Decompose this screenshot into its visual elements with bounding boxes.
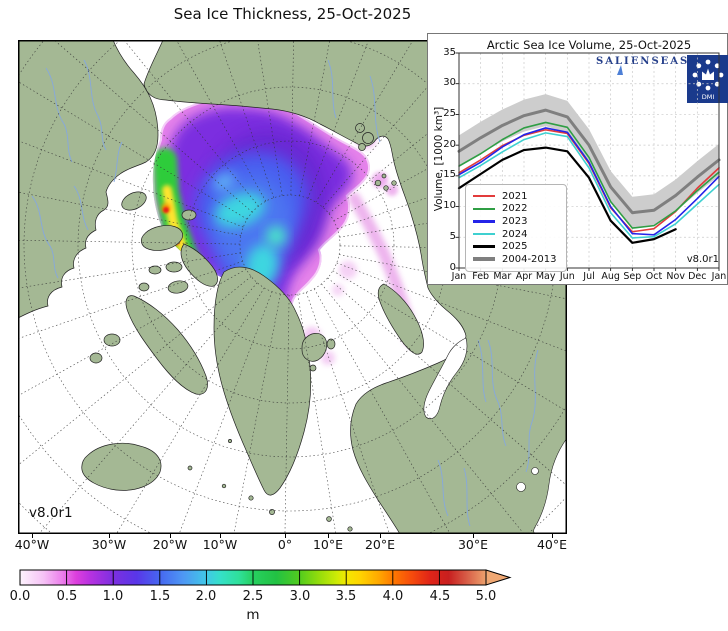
legend-swatch xyxy=(473,220,495,223)
lon-tick-label: 30°W xyxy=(91,537,127,552)
lon-tick-label: 20°E xyxy=(364,537,396,552)
small-islands xyxy=(187,439,353,532)
legend-label: 2021 xyxy=(502,190,528,202)
x-tick-label: Feb xyxy=(472,271,490,282)
crown-icon xyxy=(702,68,714,80)
island-banks xyxy=(121,191,147,211)
x-tick-label: Aug xyxy=(601,271,620,282)
lon-tick xyxy=(109,534,110,538)
y-tick-label: 30 xyxy=(443,77,456,89)
page-title: Sea Ice Thickness, 25-Oct-2025 xyxy=(173,5,412,23)
lon-tick xyxy=(285,534,286,538)
map-version-label: v8.0r1 xyxy=(29,505,73,521)
legend-row: 2023 xyxy=(473,215,557,228)
inset-version-label: v8.0r1 xyxy=(686,254,719,265)
y-tick-label: 0 xyxy=(449,261,456,273)
legend-swatch xyxy=(473,257,495,262)
x-tick-label: Jul xyxy=(583,271,595,282)
lon-tick xyxy=(170,534,171,538)
colorbar-tick-label: 0.0 xyxy=(9,589,31,604)
colorbar-tick-label: 2.5 xyxy=(242,589,264,604)
x-tick-label: Jan xyxy=(711,271,727,282)
legend-row: 2024 xyxy=(473,228,557,241)
colorbar-tick-label: 0.5 xyxy=(56,589,78,604)
x-tick-label: May xyxy=(535,271,556,282)
colorbar-ticks xyxy=(66,570,440,585)
lon-tick-label: 20°W xyxy=(152,537,188,552)
x-tick-label: Apr xyxy=(515,271,533,282)
colorbar-extend-arrow xyxy=(485,569,512,586)
x-tick-label: Dec xyxy=(688,271,707,282)
lon-tick xyxy=(328,534,329,538)
lon-tick xyxy=(220,534,221,538)
island-svalbard xyxy=(301,333,328,362)
land-greenland xyxy=(213,266,312,496)
volume-chart-panel: Arctic Sea Ice Volume, 25-Oct-2025 SALIE… xyxy=(427,33,728,285)
legend-row: 2004-2013 xyxy=(473,253,557,266)
colorbar-tick-label: 2.0 xyxy=(195,589,217,604)
y-tick-label: 25 xyxy=(443,107,456,119)
legend-label: 2024 xyxy=(502,228,528,240)
y-tick-label: 20 xyxy=(443,138,456,150)
salienseas-logo: SALIENSEAS xyxy=(596,56,690,67)
legend-row: 2025 xyxy=(473,240,557,253)
island-ellesmere xyxy=(180,243,218,287)
x-tick-label: Jun xyxy=(559,271,575,282)
island-victoria xyxy=(140,225,184,251)
land-north-america xyxy=(18,40,159,319)
y-tick-label: 10 xyxy=(443,200,456,212)
lon-tick xyxy=(32,534,33,538)
colorbar-tick-label: 5.0 xyxy=(475,589,497,604)
islands-severnaya-zemlya xyxy=(355,123,374,151)
legend-swatch xyxy=(473,233,495,236)
lon-tick xyxy=(473,534,474,538)
legend-swatch xyxy=(473,195,495,198)
colorbar-tick-label: 1.5 xyxy=(149,589,171,604)
lon-tick-label: 40°W xyxy=(14,537,50,552)
chart-legend: 2021 2022 2023 2024 2025 2004-2013 xyxy=(465,184,567,272)
x-tick-label: Sep xyxy=(623,271,642,282)
legend-swatch xyxy=(473,207,495,210)
sail-icon xyxy=(617,65,623,75)
map-frame xyxy=(18,40,567,534)
thickness-colorbar xyxy=(19,569,512,586)
inset-chart-title: Arctic Sea Ice Volume, 25-Oct-2025 xyxy=(486,38,692,52)
lon-tick-label: 10°W xyxy=(202,537,238,552)
legend-label: 2025 xyxy=(502,241,528,253)
rivers xyxy=(31,59,539,527)
dmi-label: DMI xyxy=(702,93,715,101)
legend-label: 2023 xyxy=(502,215,528,227)
colorbar-tick-label: 3.5 xyxy=(335,589,357,604)
island-novaya-zemlya xyxy=(377,283,424,355)
legend-swatch xyxy=(473,245,495,249)
y-tick-label: 15 xyxy=(443,169,456,181)
legend-row: 2021 xyxy=(473,190,557,203)
y-tick-label: 35 xyxy=(443,46,456,58)
islands-franz-josef xyxy=(374,173,397,191)
y-axis-label: Volume, [1000 km³] xyxy=(433,106,445,212)
legend-label: 2004-2013 xyxy=(502,253,557,265)
lon-tick xyxy=(552,534,553,538)
lon-tick-label: 40°E xyxy=(536,537,568,552)
x-tick-label: Jan xyxy=(451,271,467,282)
lon-tick-label: 0° xyxy=(277,537,293,552)
island-iceland xyxy=(81,442,162,491)
volume-plot xyxy=(455,52,721,271)
dmi-logo: DMI xyxy=(687,55,728,103)
colorbar-tick-label: 1.0 xyxy=(102,589,124,604)
colorbar-tick-label: 4.0 xyxy=(382,589,404,604)
lon-tick-label: 10°E xyxy=(312,537,344,552)
y-tick-label: 5 xyxy=(449,230,456,242)
x-tick-label: Oct xyxy=(645,271,663,282)
colorbar-tick-label: 4.5 xyxy=(429,589,451,604)
colorbar-unit-label: m xyxy=(246,607,260,623)
lon-tick xyxy=(380,534,381,538)
white-sea xyxy=(423,337,468,420)
lon-tick-label: 30°E xyxy=(457,537,489,552)
legend-label: 2022 xyxy=(502,203,528,215)
x-tick-label: Nov xyxy=(666,271,685,282)
x-tick-label: Mar xyxy=(493,271,512,282)
legend-row: 2022 xyxy=(473,203,557,216)
colorbar-tick-label: 3.0 xyxy=(289,589,311,604)
